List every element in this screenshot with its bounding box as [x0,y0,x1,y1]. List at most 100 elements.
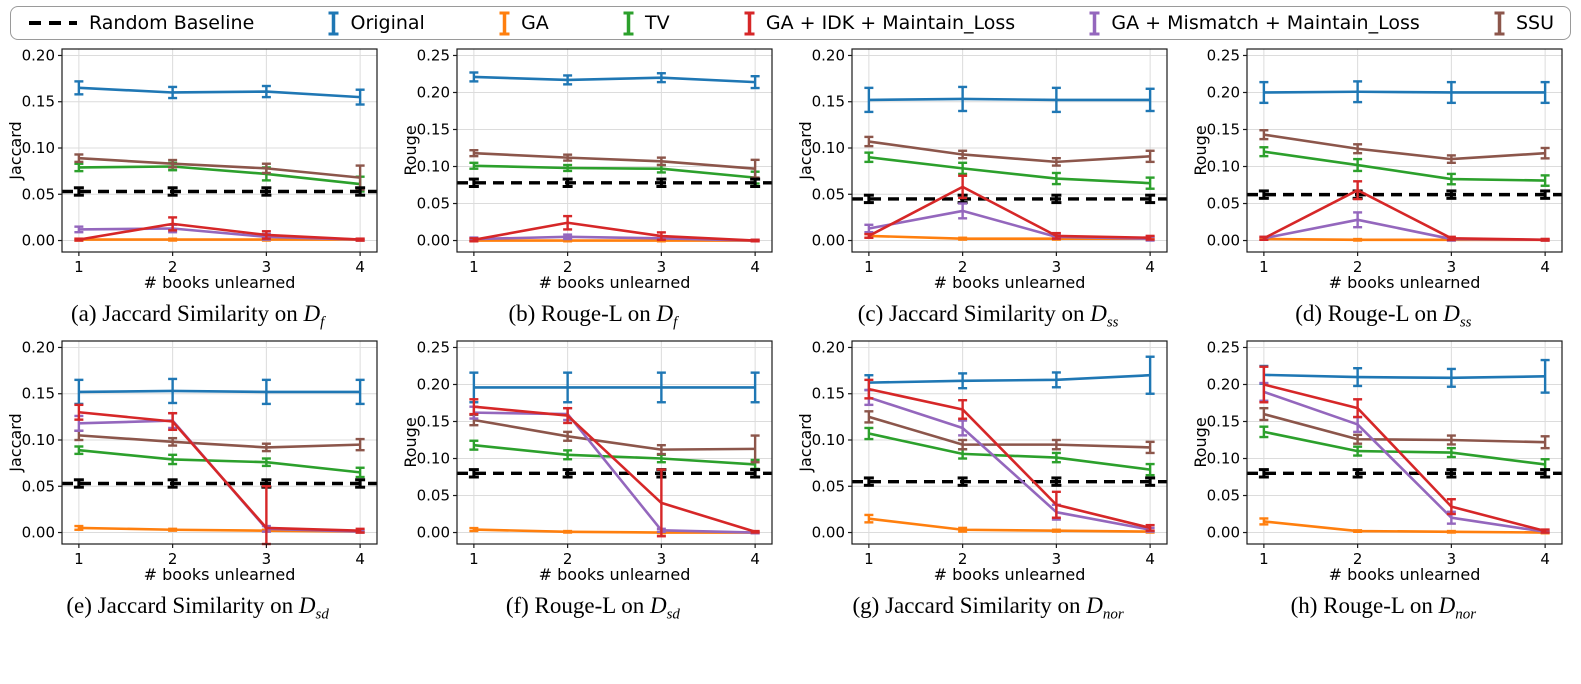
subplot-h-caption: (h) Rouge-L on Dnor [1291,586,1476,626]
legend-label: GA + IDK + Maintain_Loss [765,12,1016,34]
svg-text:0.10: 0.10 [416,158,449,176]
caption-text: (a) Jaccard Similarity on [70,301,304,326]
svg-text:1: 1 [1259,550,1269,568]
subplot-e: 1 2 3 4 0.00 0.05 0.10 0.15 0.20 # books unlearne… [0,334,395,626]
legend-label: Random Baseline [89,12,255,34]
svg-text:# books unlearned: # books unlearned [1329,273,1481,292]
svg-text:1: 1 [469,550,479,568]
caption-text: (e) Jaccard Similarity on [66,593,299,618]
svg-text:Rouge: Rouge [402,417,420,467]
svg-text:0.00: 0.00 [812,232,845,250]
subplot-f: 1 2 3 4 0.00 0.05 0.10 0.15 0.20 0.25 # books unle… [395,334,790,626]
svg-text:3: 3 [261,550,271,568]
svg-text:0.10: 0.10 [21,431,54,449]
caption-var: D [303,301,321,326]
subplot-c-chart: 1 2 3 4 0.00 0.05 0.10 0.15 0.20 # books unlearne… [797,46,1168,292]
svg-text:4: 4 [750,550,760,568]
svg-text:0.15: 0.15 [1207,412,1240,430]
svg-text:# books unlearned: # books unlearned [934,565,1086,584]
svg-text:Rouge: Rouge [1192,417,1210,467]
svg-text:# books unlearned: # books unlearned [934,273,1086,292]
svg-text:0.10: 0.10 [812,431,845,449]
caption-var: D [656,301,674,326]
subplot-grid: 1 2 3 4 0.00 0.05 0.10 0.15 0.20 # books unlearne… [0,42,1581,626]
svg-text:1: 1 [74,258,84,276]
svg-text:0.05: 0.05 [812,185,845,203]
svg-text:3: 3 [261,258,271,276]
subplot-g-caption: (g) Jaccard Similarity on Dnor [853,586,1124,626]
svg-text:Jaccard: Jaccard [797,121,815,180]
svg-text:2: 2 [1353,550,1363,568]
errorbar-icon [744,11,755,35]
svg-text:0.20: 0.20 [1207,375,1240,393]
legend-item-ga-mismatch-maintain-loss: GA + Mismatch + Maintain_Loss [1088,10,1420,37]
svg-text:Rouge: Rouge [402,125,420,175]
svg-text:4: 4 [355,258,365,276]
svg-text:# books unlearned: # books unlearned [1329,565,1481,584]
svg-text:0.00: 0.00 [812,524,845,542]
svg-text:0.05: 0.05 [21,185,54,203]
svg-text:0.05: 0.05 [1207,195,1240,213]
svg-text:1: 1 [74,550,84,568]
subplot-a-caption: (a) Jaccard Similarity on Df [71,294,324,334]
subplot-g: 1 2 3 4 0.00 0.05 0.10 0.15 0.20 # books unlearne… [791,334,1186,626]
svg-text:Rouge: Rouge [1192,125,1210,175]
svg-text:4: 4 [750,258,760,276]
subplot-e-chart: 1 2 3 4 0.00 0.05 0.10 0.15 0.20 # books unlearne… [7,338,378,584]
svg-text:3: 3 [1052,550,1062,568]
caption-var: D [649,593,667,618]
svg-text:1: 1 [864,258,874,276]
subplot-a-chart: 1 2 3 4 0.00 0.05 0.10 0.15 0.20 # books unlearne… [7,46,378,292]
svg-text:0.05: 0.05 [416,195,449,213]
svg-text:Jaccard: Jaccard [797,413,815,472]
svg-text:0.25: 0.25 [1207,338,1240,356]
caption-text: (g) Jaccard Similarity on [852,593,1087,618]
caption-var: D [1086,593,1103,618]
svg-text:# books unlearned: # books unlearned [539,273,691,292]
svg-text:0.15: 0.15 [416,412,449,430]
caption-text: (c) Jaccard Similarity on [857,301,1091,326]
svg-text:0.25: 0.25 [1207,46,1240,64]
subplot-c-caption: (c) Jaccard Similarity on Dss [858,294,1119,334]
svg-text:0.20: 0.20 [21,338,54,356]
caption-text: (f) Rouge-L on [505,593,650,618]
svg-text:0.20: 0.20 [21,46,54,64]
caption-var: D [1438,593,1456,618]
svg-text:0.10: 0.10 [1207,158,1240,176]
caption-sub: sd [666,606,680,623]
dashed-line-icon [29,21,77,25]
svg-text:0.05: 0.05 [812,477,845,495]
svg-text:3: 3 [1447,258,1457,276]
svg-text:3: 3 [1052,258,1062,276]
svg-text:0.25: 0.25 [416,46,449,64]
svg-text:1: 1 [469,258,479,276]
legend-item-ga: GA [498,10,549,37]
svg-text:0.20: 0.20 [812,46,845,64]
legend-label: Original [350,12,425,34]
subplot-h-chart: 1 2 3 4 0.00 0.05 0.10 0.15 0.20 0.25 # books unle… [1192,338,1563,584]
errorbar-icon [499,11,510,35]
subplot-g-chart: 1 2 3 4 0.00 0.05 0.10 0.15 0.20 # books unlearne… [797,338,1168,584]
subplot-b-chart: 1 2 3 4 0.00 0.05 0.10 0.15 0.20 0.25 # books unle… [402,46,773,292]
caption-text: (d) Rouge-L on [1295,301,1444,326]
svg-text:0.15: 0.15 [812,385,845,403]
svg-text:4: 4 [1145,258,1155,276]
legend-label: SSU [1515,12,1554,34]
svg-text:1: 1 [1259,258,1269,276]
caption-sub: ss [1459,314,1472,331]
subplot-d-caption: (d) Rouge-L on Dss [1295,294,1471,334]
caption-sub: nor [1455,606,1477,623]
svg-text:4: 4 [1541,258,1551,276]
svg-text:0.10: 0.10 [812,139,845,157]
svg-text:3: 3 [656,258,666,276]
svg-text:0.05: 0.05 [416,487,449,505]
svg-text:0.15: 0.15 [1207,120,1240,138]
caption-var: D [1443,301,1460,326]
svg-text:0.00: 0.00 [21,232,54,250]
svg-text:4: 4 [1145,550,1155,568]
svg-text:0.20: 0.20 [812,338,845,356]
svg-text:0.10: 0.10 [21,139,54,157]
caption-text: (b) Rouge-L on [508,301,657,326]
subplot-f-caption: (f) Rouge-L on Dsd [506,586,680,626]
